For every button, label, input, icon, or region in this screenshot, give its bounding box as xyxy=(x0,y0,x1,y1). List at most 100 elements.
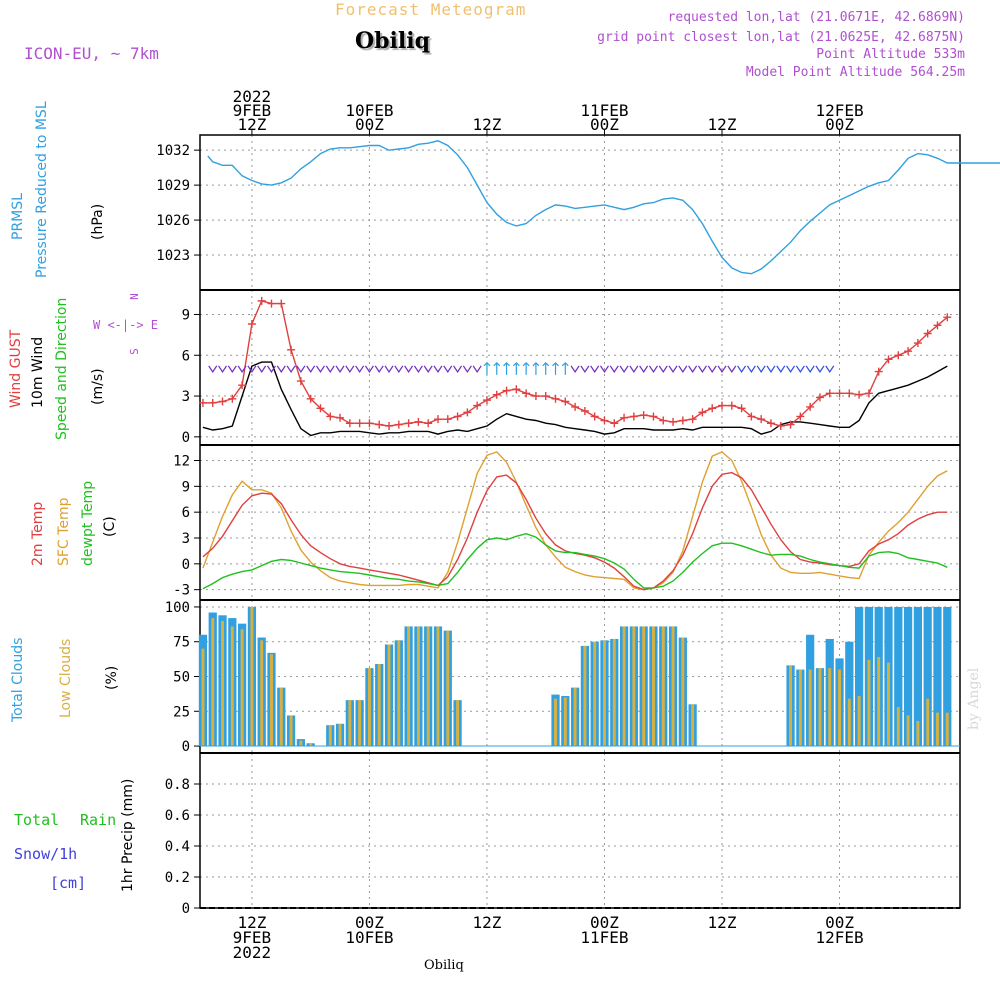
gust-marker xyxy=(747,412,756,421)
low-cloud-bar xyxy=(554,698,557,747)
wind-arrow xyxy=(296,365,306,373)
gust-marker xyxy=(580,407,589,416)
low-cloud-bar xyxy=(348,700,352,747)
t2m-line xyxy=(202,471,948,591)
y-tick-label: 1026 xyxy=(156,213,190,229)
plot-frame xyxy=(199,134,961,909)
low-cloud-bar xyxy=(936,712,939,747)
wind-arrow xyxy=(227,365,237,373)
top-time-label: 2022 xyxy=(233,87,272,106)
wind-arrow xyxy=(433,365,443,373)
gust-marker xyxy=(649,412,658,421)
gust-marker xyxy=(247,319,256,328)
low-cloud-bar xyxy=(887,662,890,747)
precip-snow-label: Snow/1h xyxy=(14,845,78,863)
gust-marker xyxy=(522,389,531,398)
wind-arrow xyxy=(590,365,600,373)
gust-marker xyxy=(904,347,913,356)
wind-arrow xyxy=(707,365,717,373)
wind-arrow xyxy=(306,365,316,373)
bottom-time-label: 12FEB xyxy=(815,928,863,947)
gust-marker xyxy=(385,421,394,430)
gust-marker xyxy=(375,420,384,429)
wind-arrow xyxy=(472,365,482,373)
wind-arrow xyxy=(257,365,267,373)
gust-marker xyxy=(424,419,433,428)
low-cloud-bar xyxy=(407,626,411,747)
y-tick-label: 1023 xyxy=(156,248,190,264)
top-time-label: 12Z xyxy=(708,115,737,134)
precip-cm-label: [cm] xyxy=(50,874,87,892)
wind-arrow xyxy=(766,365,776,373)
bottom-time-label: 00Z xyxy=(590,913,619,932)
wind-arrow xyxy=(503,362,510,375)
gust-marker xyxy=(855,390,864,399)
gust-marker xyxy=(218,397,227,406)
gust-marker xyxy=(257,296,266,305)
wind-arrow xyxy=(286,365,296,373)
sfc-temp-line xyxy=(202,451,948,591)
low-cloud-bar xyxy=(211,618,215,747)
gust-marker xyxy=(365,419,374,428)
low-cloud-bar xyxy=(573,687,577,747)
gust-marker xyxy=(561,397,570,406)
precip-rain-label: Rain xyxy=(80,811,117,829)
dewpt-line xyxy=(202,532,948,590)
low-cloud-bar xyxy=(270,654,273,747)
gust-marker xyxy=(825,389,834,398)
low-cloud-bar xyxy=(877,657,881,747)
bottom-time-label: 9FEB xyxy=(233,928,272,947)
low-cloud-bar xyxy=(867,659,871,747)
wind-arrow xyxy=(776,365,786,373)
total-cloud-bar xyxy=(855,606,864,747)
low-cloud-bar xyxy=(289,715,293,747)
wind-arrow xyxy=(756,365,766,373)
gust-marker xyxy=(669,417,678,426)
y-tick-label: 0 xyxy=(182,557,190,573)
bottom-time-label: 00Z xyxy=(825,913,854,932)
gust-marker xyxy=(208,398,217,407)
wind-arrow xyxy=(639,365,649,373)
gust-marker xyxy=(698,408,707,417)
wind-arrow xyxy=(483,362,491,375)
low-cloud-bar xyxy=(279,687,283,747)
gust-marker xyxy=(659,416,668,425)
low-cloud-bar xyxy=(916,721,920,747)
low-cloud-bar xyxy=(789,665,793,747)
wind-arrow xyxy=(697,365,707,373)
y-tick-label: 0 xyxy=(182,901,190,917)
wind-arrow xyxy=(795,365,805,373)
bottom-time-label: 00Z xyxy=(355,913,384,932)
wind-arrow xyxy=(825,365,835,373)
total-cloud-bar xyxy=(894,606,903,747)
top-time-label: 10FEB xyxy=(345,101,393,120)
low-cloud-bar xyxy=(260,640,264,747)
wind-arrow xyxy=(815,365,825,373)
wind-arrow xyxy=(315,365,325,373)
y-tick-label: 9 xyxy=(182,479,190,495)
wind-arrow xyxy=(580,365,590,373)
gust-marker xyxy=(492,390,501,399)
low-cloud-bar xyxy=(309,743,313,747)
low-cloud-bar xyxy=(612,638,616,747)
low-cloud-bar xyxy=(299,740,303,747)
point-altitude: Point Altitude 533m xyxy=(816,47,965,62)
wind-arrow xyxy=(394,365,404,373)
wind-arrow xyxy=(717,365,727,373)
total-cloud-bar xyxy=(923,606,932,747)
y-tick-label: 0 xyxy=(182,739,190,755)
wind-arrow xyxy=(542,362,550,375)
gust-marker xyxy=(874,367,883,376)
y-tick-label: 0 xyxy=(182,430,190,446)
wind-arrow xyxy=(462,365,472,373)
low-cloud-bar xyxy=(691,704,695,747)
gust-marker xyxy=(590,412,599,421)
gust-marker xyxy=(355,419,364,428)
wind-speed-line xyxy=(202,361,948,437)
wind-arrow xyxy=(355,365,365,373)
requested-coords: requested lon,lat (21.0671E, 42.6869N) xyxy=(667,10,965,25)
gust-marker xyxy=(287,345,296,354)
gust-marker xyxy=(306,394,315,403)
wind-arrow xyxy=(208,365,218,373)
